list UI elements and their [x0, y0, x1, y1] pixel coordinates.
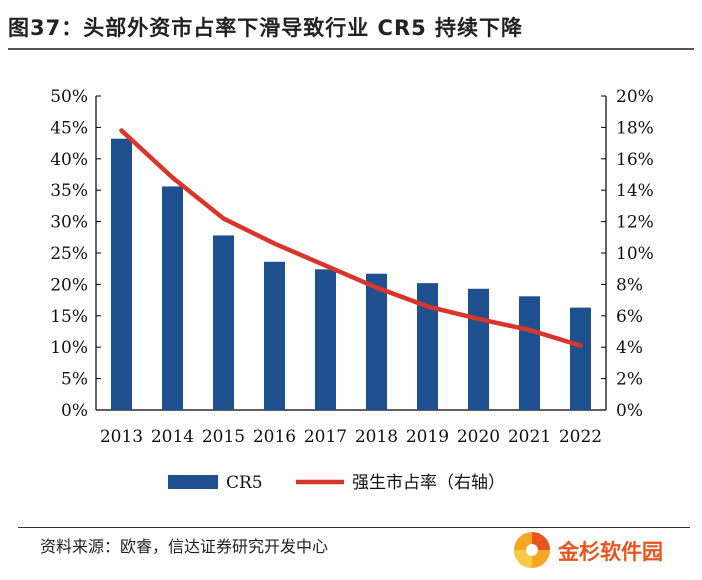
legend-label-line: 强生市占率（右轴） [352, 473, 505, 493]
right-tick-label: 12% [616, 213, 654, 233]
left-tick-label: 5% [61, 370, 88, 390]
bar-cr5-2014 [162, 186, 183, 410]
right-tick-label: 20% [616, 87, 654, 107]
bar-cr5-2022 [570, 307, 591, 410]
left-tick-label: 25% [50, 244, 88, 264]
x-tick-label: 2013 [100, 427, 143, 447]
bar-cr5-2020 [468, 288, 489, 410]
right-tick-label: 2% [616, 370, 643, 390]
bar-cr5-2015 [213, 235, 234, 410]
left-tick-label: 20% [50, 275, 88, 295]
right-tick-label: 6% [616, 307, 643, 327]
line-series-jnj-share [119, 128, 583, 348]
bar-cr5-2019 [417, 283, 438, 410]
footer-divider [18, 527, 690, 528]
left-tick-label: 45% [50, 118, 88, 138]
chart-area: 0% 5% 10% 15% 20% 25% 30% 35% 40% 45% 50% 0% 2% 4% 6% 8… [50, 87, 654, 493]
left-tick-label: 35% [50, 181, 88, 201]
chart-title: 图37：头部外资市占率下滑导致行业 CR5 持续下降 [8, 6, 694, 50]
right-tick-label: 4% [616, 338, 643, 358]
right-tick-label: 8% [616, 275, 643, 295]
left-tick-label: 30% [50, 213, 88, 233]
bar-cr5-2013 [111, 138, 132, 411]
source-note: 资料来源：欧睿，信达证券研究开发中心 [40, 537, 329, 556]
right-tick-label: 0% [616, 401, 643, 421]
x-tick-label: 2021 [508, 427, 551, 447]
x-tick-label: 2018 [355, 427, 398, 447]
left-tick-label: 50% [50, 87, 88, 107]
bar-cr5-2018 [366, 273, 387, 410]
right-tick-label: 18% [616, 118, 654, 138]
bar-cr5-2016 [264, 261, 285, 410]
logo-text: 金杉软件园 [558, 540, 663, 564]
left-tick-label: 10% [50, 338, 88, 358]
x-tick-label: 2015 [202, 427, 245, 447]
left-tick-label: 15% [50, 307, 88, 327]
x-tick-label: 2017 [304, 427, 347, 447]
bar-cr5-2017 [315, 269, 336, 410]
x-tick-label: 2022 [559, 427, 602, 447]
bar-cr5-2021 [519, 296, 540, 410]
legend-label-cr5: CR5 [226, 473, 263, 493]
x-tick-label: 2016 [253, 427, 296, 447]
x-tick-label: 2020 [457, 427, 500, 447]
brand-logo: 金杉软件园 [512, 528, 702, 574]
left-tick-label: 0% [61, 401, 88, 421]
legend-swatch-cr5 [168, 475, 218, 489]
x-tick-label: 2014 [151, 427, 194, 447]
logo-mark-icon [514, 532, 550, 568]
right-tick-label: 10% [616, 244, 654, 264]
left-tick-label: 40% [50, 150, 88, 170]
right-tick-label: 14% [616, 181, 654, 201]
x-tick-label: 2019 [406, 427, 449, 447]
right-tick-label: 16% [616, 150, 654, 170]
